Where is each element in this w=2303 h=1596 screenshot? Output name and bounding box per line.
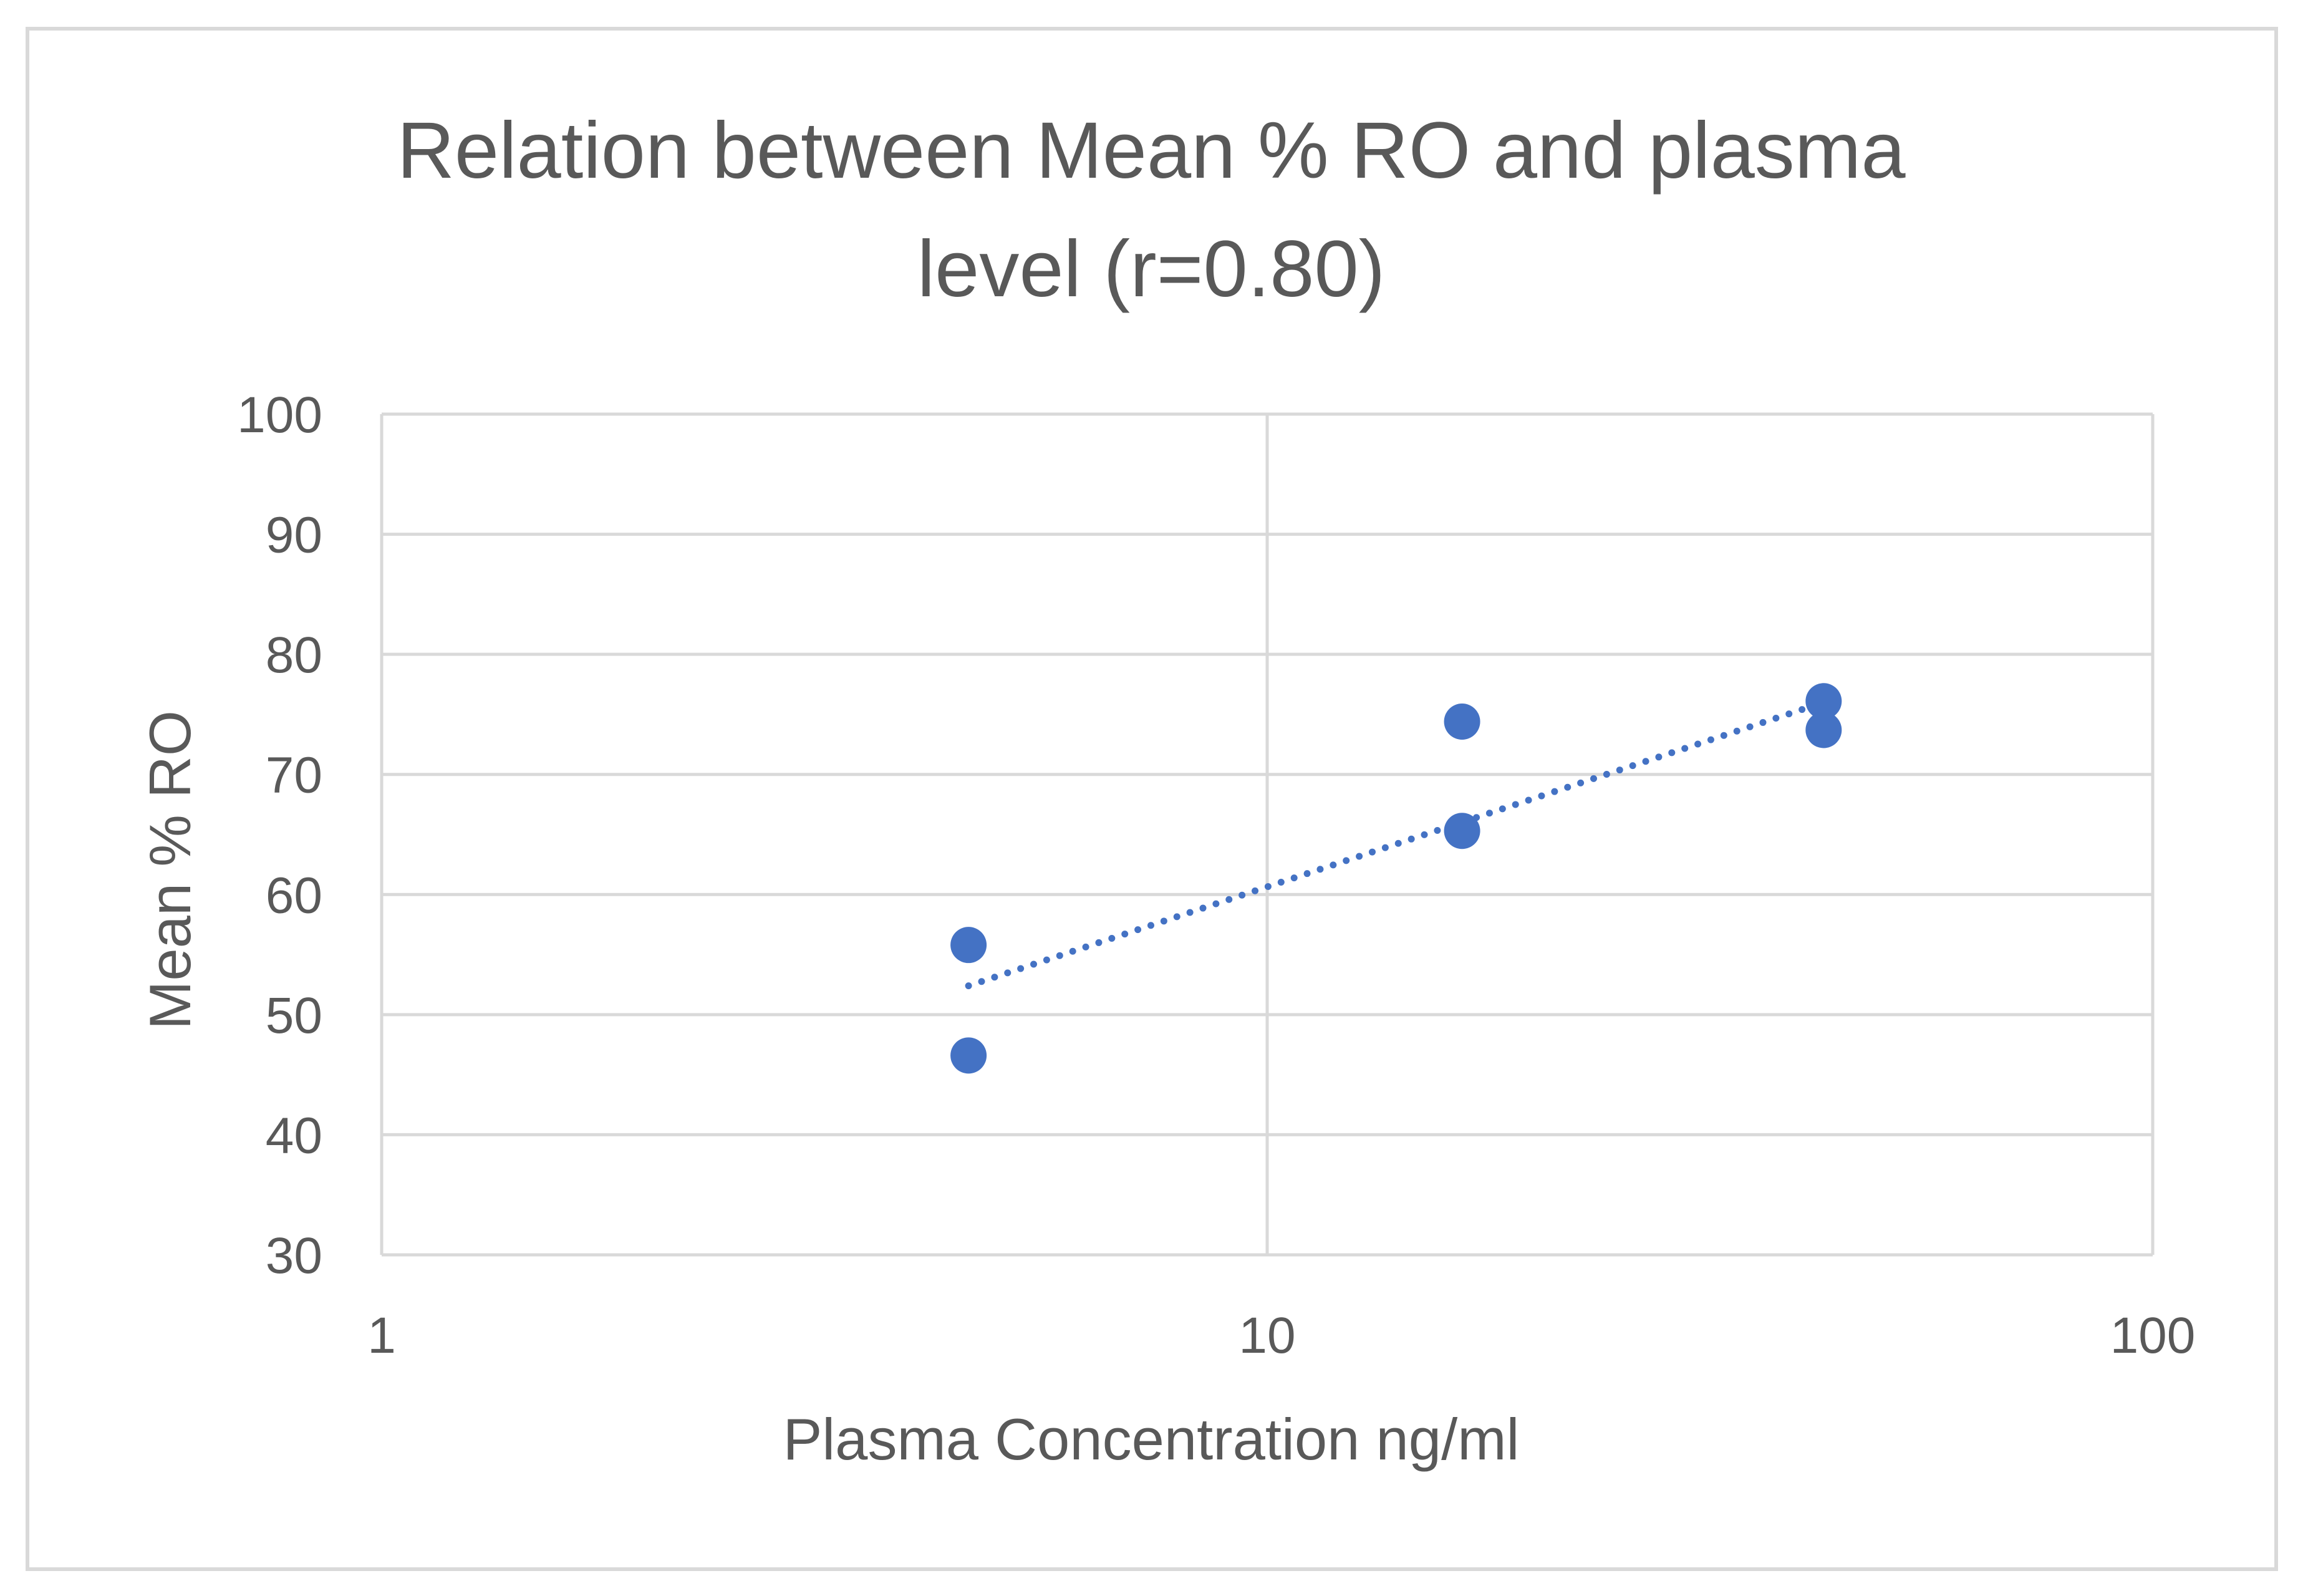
data-point-4 xyxy=(1444,813,1480,849)
y-tick-label-90: 90 xyxy=(266,507,322,564)
y-tick-label-40: 40 xyxy=(266,1107,322,1164)
y-tick-label-80: 80 xyxy=(266,627,322,684)
data-point-3 xyxy=(1444,703,1480,740)
trendline-layer xyxy=(965,699,1827,990)
data-point-5 xyxy=(1805,683,1842,720)
y-axis-title: Mean % RO xyxy=(137,710,203,1030)
y-tick-label-100: 100 xyxy=(237,387,322,443)
x-axis-title: Plasma Concentration ng/ml xyxy=(783,1406,1520,1472)
x-axis-tick-labels: 1 10 100 xyxy=(367,1307,2195,1364)
trendline xyxy=(965,699,1827,990)
chart-title: Relation between Mean % RO and plasma le… xyxy=(397,106,1906,314)
y-axis-tick-labels: 30 40 50 60 70 80 90 100 xyxy=(237,387,322,1284)
x-tick-label-100: 100 xyxy=(2110,1307,2196,1364)
gridlines xyxy=(380,412,2155,1257)
y-tick-label-70: 70 xyxy=(266,747,322,804)
y-tick-label-50: 50 xyxy=(266,987,322,1044)
x-tick-label-1: 1 xyxy=(367,1307,396,1364)
data-point-6 xyxy=(1805,712,1842,748)
data-point-1 xyxy=(950,927,987,964)
chart-title-line-2: level (r=0.80) xyxy=(917,225,1386,314)
y-tick-label-30: 30 xyxy=(266,1227,322,1284)
data-point-2 xyxy=(950,1037,987,1074)
data-points xyxy=(950,683,1842,1074)
chart-border xyxy=(26,27,2278,1571)
chart-title-line-1: Relation between Mean % RO and plasma xyxy=(397,106,1906,195)
x-tick-label-10: 10 xyxy=(1238,1307,1295,1364)
y-tick-label-60: 60 xyxy=(266,867,322,924)
